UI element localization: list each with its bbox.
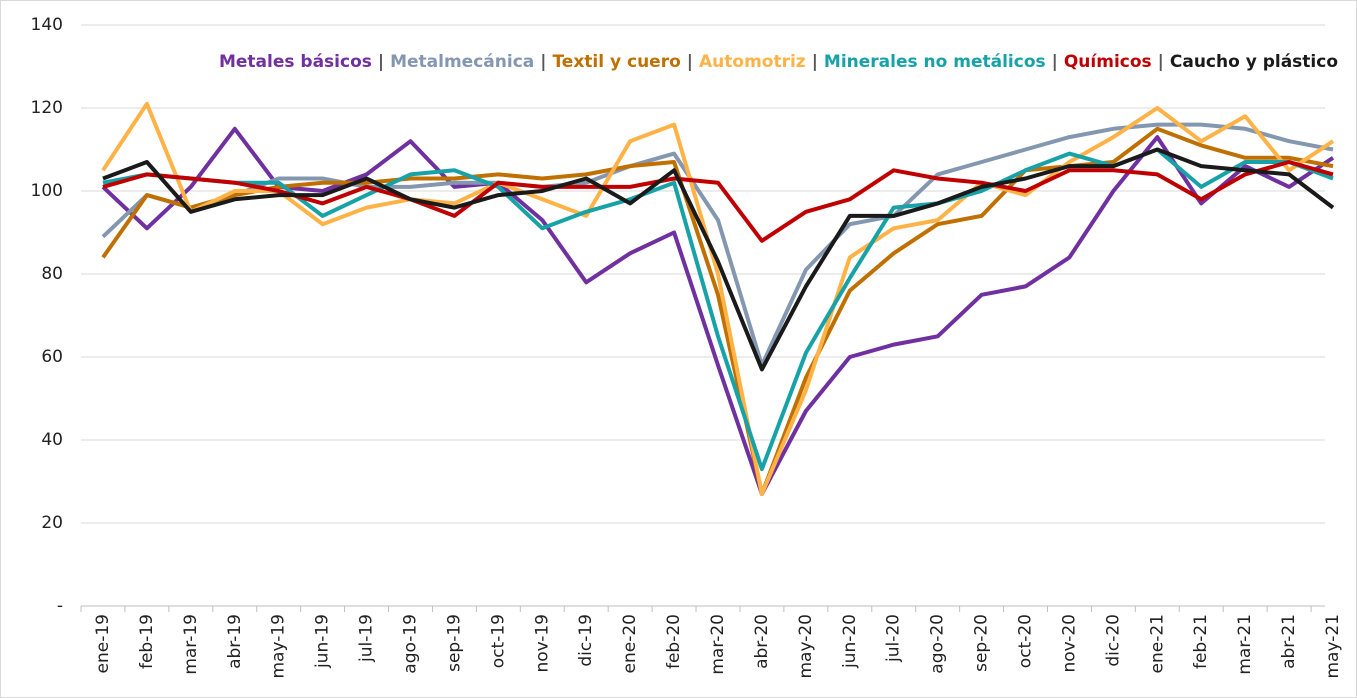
y-tick-label: 100 — [31, 181, 63, 201]
x-tick-label: sep-19 — [444, 614, 464, 672]
legend-entry: Caucho y plástico — [1170, 52, 1338, 72]
series-line — [102, 160, 1334, 243]
legend-separator: | — [687, 52, 693, 72]
y-tick-label: 80 — [41, 264, 63, 284]
legend-separator: | — [1158, 52, 1164, 72]
x-tick-label: jul-20 — [884, 614, 904, 663]
x-tick-label: abr-21 — [1279, 614, 1299, 669]
legend-entry: Químicos — [1064, 52, 1152, 72]
legend-separator: | — [540, 52, 546, 72]
y-tick-label: 120 — [31, 98, 63, 118]
x-tick-label: ago-20 — [928, 614, 948, 674]
x-tick-label: jul-19 — [357, 614, 377, 663]
x-tick-label: may-21 — [1323, 614, 1343, 679]
x-tick-label: ene-21 — [1147, 614, 1167, 673]
x-tick-label: feb-19 — [137, 614, 157, 669]
legend-separator: | — [378, 52, 384, 72]
legend-entry: Automotriz — [699, 52, 806, 72]
series-line — [101, 126, 1334, 496]
x-tick-label: may-20 — [796, 614, 816, 679]
x-tick-label: mar-21 — [1235, 614, 1255, 675]
legend-entry: Metales básicos — [219, 52, 372, 72]
x-tick-label: ago-19 — [400, 614, 420, 674]
x-tick-label: oct-19 — [488, 614, 508, 668]
legend-entry: Textil y cuero — [552, 52, 680, 72]
y-tick-label: 60 — [41, 347, 63, 367]
legend: Metales básicos | Metalmecánica | Textil y c… — [219, 52, 1338, 72]
x-tick-label: mar-19 — [181, 614, 201, 675]
legend-entry: Metalmecánica — [390, 52, 534, 72]
x-tick-label: feb-20 — [664, 614, 684, 669]
x-tick-label: feb-21 — [1191, 614, 1211, 669]
y-tick-label: 20 — [41, 513, 63, 533]
x-tick-label: oct-20 — [1016, 614, 1036, 668]
x-tick-label: jun-19 — [313, 614, 333, 669]
series-line — [101, 101, 1335, 496]
legend-entry: Minerales no metálicos — [824, 52, 1046, 72]
y-tick-label: 40 — [41, 430, 63, 450]
x-tick-label: abr-20 — [752, 614, 772, 669]
x-tick-label: may-19 — [269, 614, 289, 679]
legend-separator: | — [812, 52, 818, 72]
x-tick-label: ene-20 — [620, 614, 640, 673]
series-line — [102, 147, 1335, 372]
x-tick-label: nov-20 — [1059, 614, 1079, 673]
x-tick-label: dic-20 — [1103, 614, 1123, 667]
x-tick-label: ene-19 — [93, 614, 113, 673]
y-tick-label: 140 — [31, 15, 63, 35]
x-tick-label: sep-20 — [972, 614, 992, 672]
y-tick-label: - — [57, 596, 63, 616]
x-tick-label: nov-19 — [532, 614, 552, 673]
x-tick-label: abr-19 — [225, 614, 245, 669]
x-tick-label: jun-20 — [840, 614, 860, 669]
x-tick-label: mar-20 — [708, 614, 728, 675]
x-tick-label: dic-19 — [576, 614, 596, 667]
legend-separator: | — [1052, 52, 1058, 72]
